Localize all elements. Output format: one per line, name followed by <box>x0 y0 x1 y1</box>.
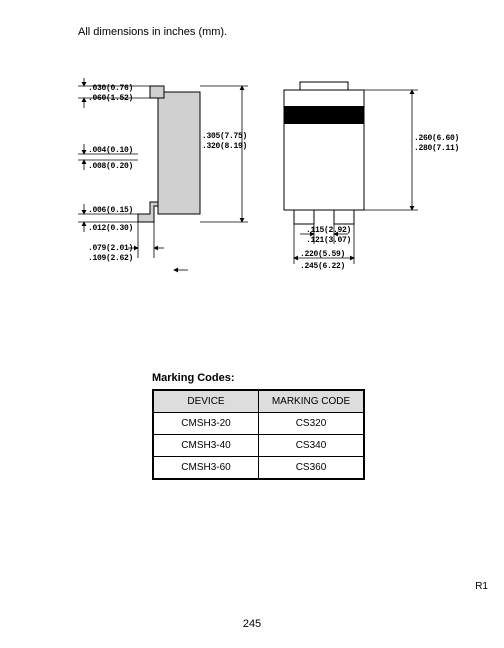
svg-text:.060(1.52): .060(1.52) <box>88 94 133 103</box>
dimensions-note: All dimensions in inches (mm). <box>78 26 227 38</box>
th-device: DEVICE <box>153 390 259 413</box>
th-code: MARKING CODE <box>259 390 365 413</box>
marking-codes-table: DEVICE MARKING CODE CMSH3-20 CS320 CMSH3… <box>152 389 365 480</box>
svg-text:.220(5.59): .220(5.59) <box>300 250 345 259</box>
table-row: CMSH3-20 CS320 <box>153 413 364 435</box>
table-row: CMSH3-40 CS340 <box>153 435 364 457</box>
svg-text:.012(0.30): .012(0.30) <box>88 224 133 233</box>
page-number: 245 <box>243 618 261 630</box>
svg-text:.008(0.20): .008(0.20) <box>88 162 133 171</box>
svg-text:.305(7.75): .305(7.75) <box>202 132 247 141</box>
svg-text:.030(0.76): .030(0.76) <box>88 84 133 93</box>
cell-device: CMSH3-40 <box>153 435 259 457</box>
cell-device: CMSH3-60 <box>153 457 259 480</box>
svg-text:.260(6.60): .260(6.60) <box>414 134 458 143</box>
marking-codes-section: Marking Codes: DEVICE MARKING CODE CMSH3… <box>152 372 365 480</box>
svg-text:.006(0.15): .006(0.15) <box>88 206 133 215</box>
svg-text:.004(0.10): .004(0.10) <box>88 146 133 155</box>
cell-code: CS320 <box>259 413 365 435</box>
cell-device: CMSH3-20 <box>153 413 259 435</box>
left-view: .030(0.76) .060(1.52) .004(0.10) .008(0.… <box>78 78 248 270</box>
svg-text:.079(2.01): .079(2.01) <box>88 244 133 253</box>
svg-text:.121(3.07): .121(3.07) <box>306 236 351 245</box>
svg-text:.245(6.22): .245(6.22) <box>300 262 345 271</box>
revision-label: R1 <box>475 581 488 592</box>
svg-text:.320(8.19): .320(8.19) <box>202 142 247 151</box>
table-row: CMSH3-60 CS360 <box>153 457 364 480</box>
svg-text:.280(7.11): .280(7.11) <box>414 144 458 153</box>
right-view: .260(6.60) .280(7.11) .115(2.92) .121(3.… <box>284 82 458 271</box>
table-title: Marking Codes: <box>152 372 365 384</box>
cell-code: CS360 <box>259 457 365 480</box>
svg-text:.115(2.92): .115(2.92) <box>306 226 351 235</box>
package-diagram: .030(0.76) .060(1.52) .004(0.10) .008(0.… <box>78 78 458 308</box>
cell-code: CS340 <box>259 435 365 457</box>
svg-text:.109(2.62): .109(2.62) <box>88 254 133 263</box>
